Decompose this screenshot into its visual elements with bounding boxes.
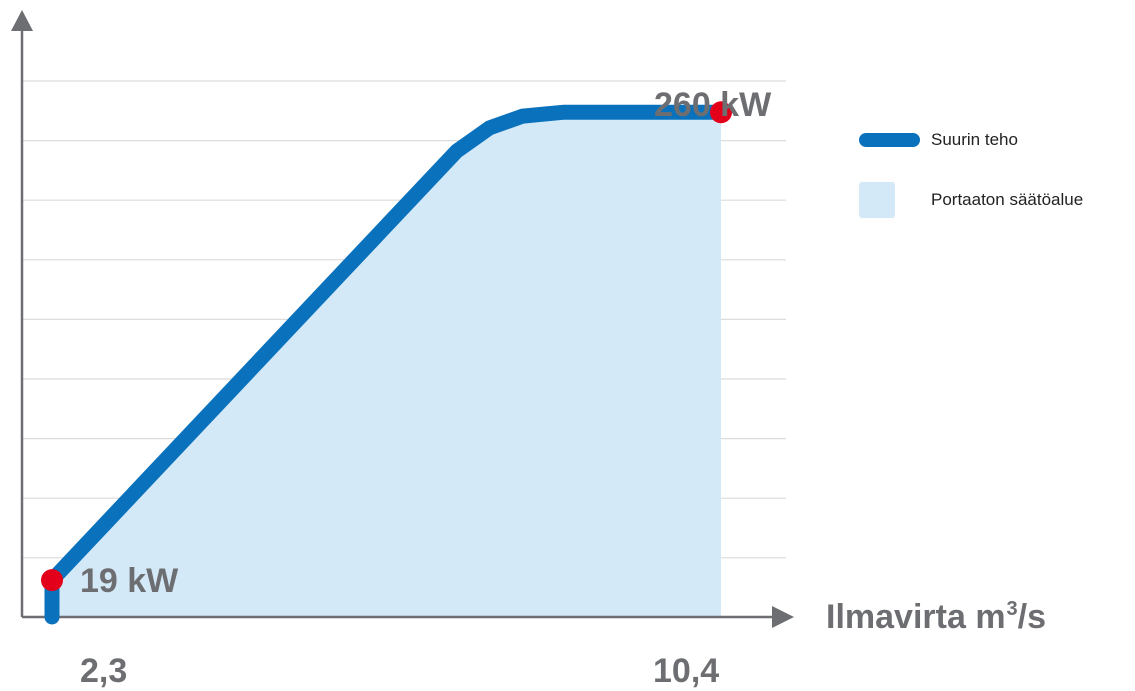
x-axis-unit-sup: 3 — [1006, 598, 1018, 620]
axes — [11, 10, 794, 628]
series-line-suurin-teho — [44, 104, 729, 625]
y-axis-arrow — [11, 10, 33, 31]
data-label-end: 260 kW — [654, 86, 772, 124]
x-axis-label: Ilmavirta m3/s — [826, 598, 1046, 637]
data-label-start: 19 kW — [80, 562, 179, 600]
x-tick-label: 2,3 — [80, 652, 128, 690]
x-tick-label: 10,4 — [653, 652, 720, 690]
data-point-marker — [710, 101, 732, 124]
x-axis-arrow — [772, 606, 794, 628]
legend-label: Suurin teho — [931, 130, 1018, 149]
x-axis-unit-base: m — [975, 598, 1006, 636]
legend-item-suurin-teho: Suurin teho — [859, 130, 1018, 150]
x-axis-unit-tail: /s — [1017, 598, 1047, 636]
markers — [41, 101, 732, 592]
area-portaaton-saatoalue — [52, 112, 721, 617]
data-point-marker — [41, 569, 63, 592]
legend-area-swatch — [859, 182, 895, 218]
legend-label: Portaaton säätöalue — [931, 190, 1084, 209]
legend-line-swatch — [859, 133, 920, 147]
legend-item-portaaton-saatoalue: Portaaton säätöalue — [859, 182, 1083, 218]
x-axis-label-text: Ilmavirta — [826, 598, 966, 636]
